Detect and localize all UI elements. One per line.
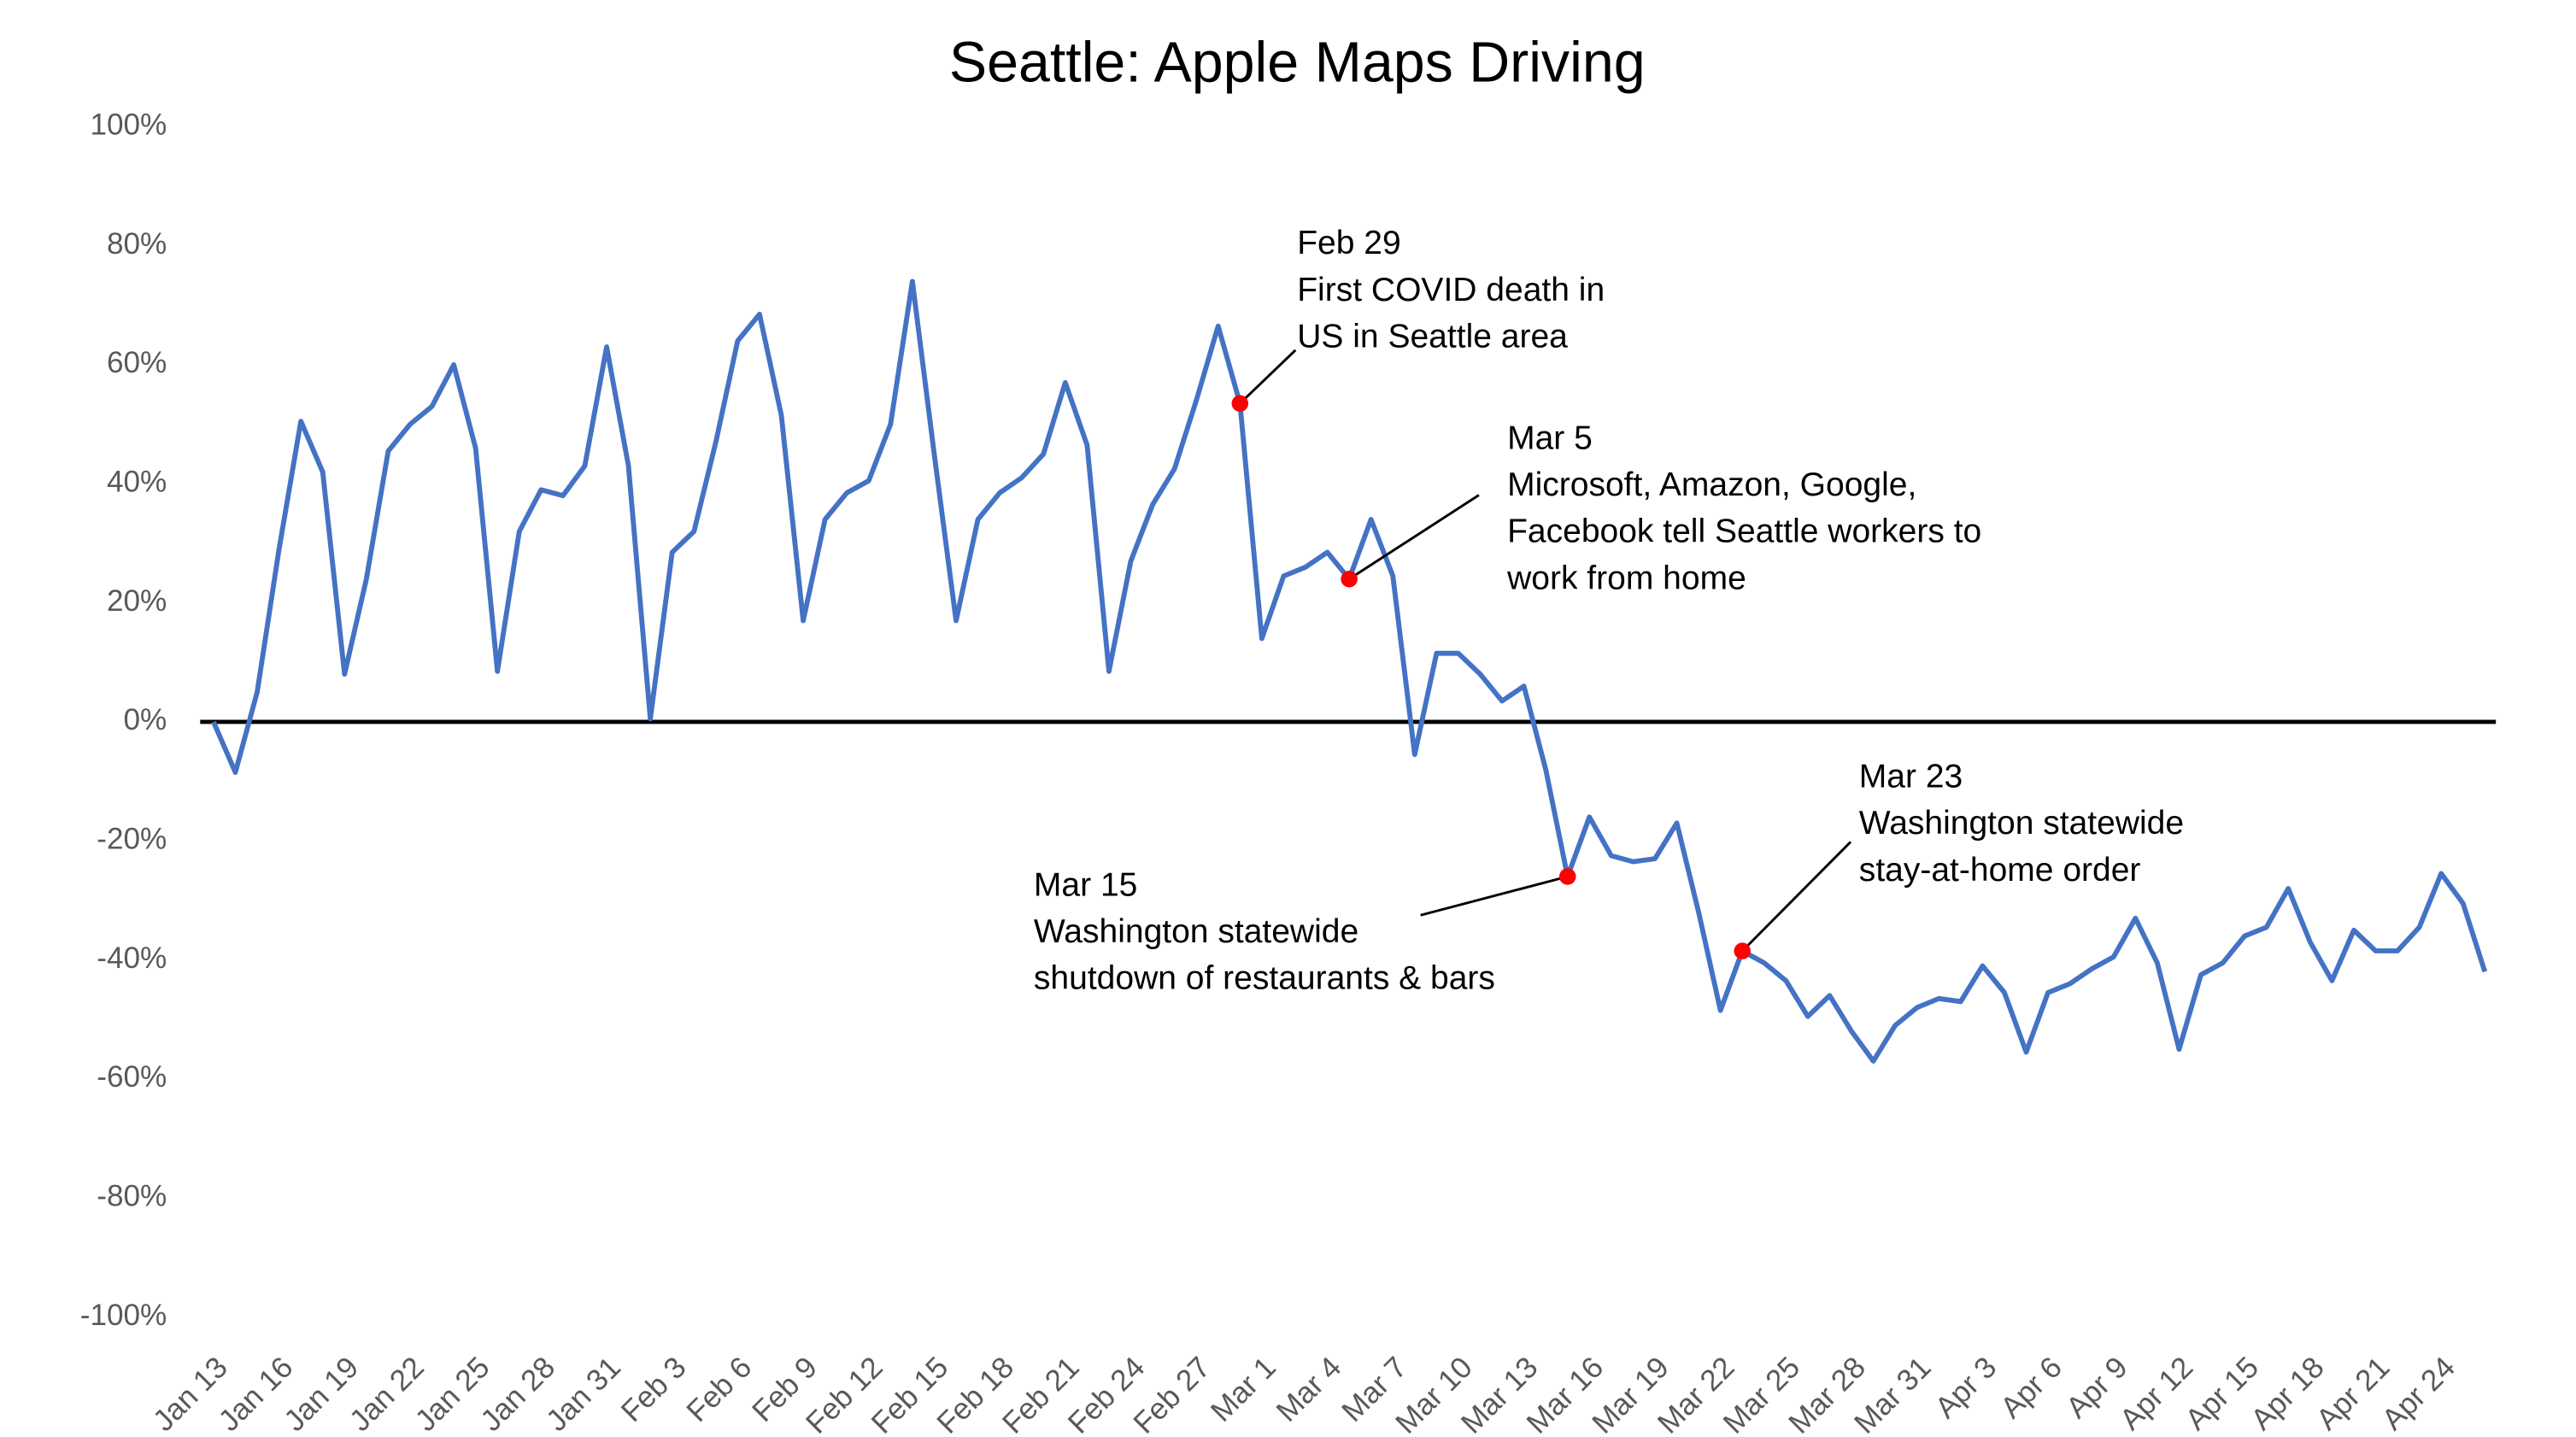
chart-title: Seattle: Apple Maps Driving bbox=[949, 32, 1646, 95]
y-tick-label: 80% bbox=[107, 227, 167, 261]
y-tick-label: -20% bbox=[97, 823, 167, 856]
y-tick-label: 60% bbox=[107, 346, 167, 379]
annotation-text: Feb 29 bbox=[1297, 225, 1400, 261]
y-tick-label: 40% bbox=[107, 466, 167, 499]
annotation-text: Washington statewide bbox=[1034, 913, 1358, 950]
annotation-text: Mar 15 bbox=[1034, 866, 1137, 903]
annotation-text: Mar 5 bbox=[1507, 419, 1593, 456]
annotation-text: Microsoft, Amazon, Google, bbox=[1507, 466, 1916, 503]
annotation-text: Mar 23 bbox=[1859, 759, 1963, 795]
y-tick-label: -60% bbox=[97, 1060, 167, 1094]
y-tick-label: 100% bbox=[90, 109, 167, 142]
annotation-text: First COVID death in bbox=[1297, 272, 1605, 308]
y-tick-label: -100% bbox=[80, 1299, 167, 1332]
annotation-leader bbox=[1741, 841, 1852, 953]
annotation-leader bbox=[1420, 875, 1569, 917]
annotation-point bbox=[1231, 395, 1249, 412]
annotation-leader bbox=[1239, 349, 1297, 405]
y-tick-label: -80% bbox=[97, 1179, 167, 1212]
annotation-text: shutdown of restaurants & bars bbox=[1034, 960, 1495, 997]
annotation-leader bbox=[1348, 494, 1480, 580]
annotation-text: US in Seattle area bbox=[1297, 318, 1568, 355]
y-tick-label: 20% bbox=[107, 584, 167, 618]
annotation-point bbox=[1341, 570, 1358, 588]
annotation-point bbox=[1558, 868, 1576, 885]
y-tick-label: -40% bbox=[97, 941, 167, 975]
annotation-text: work from home bbox=[1506, 560, 1746, 596]
annotation-point bbox=[1734, 942, 1751, 959]
annotation-text: Facebook tell Seattle workers to bbox=[1507, 513, 1981, 550]
y-tick-label: 0% bbox=[124, 703, 167, 736]
annotation-text: Washington statewide bbox=[1859, 805, 2184, 842]
annotation-text: stay-at-home order bbox=[1859, 852, 2141, 889]
